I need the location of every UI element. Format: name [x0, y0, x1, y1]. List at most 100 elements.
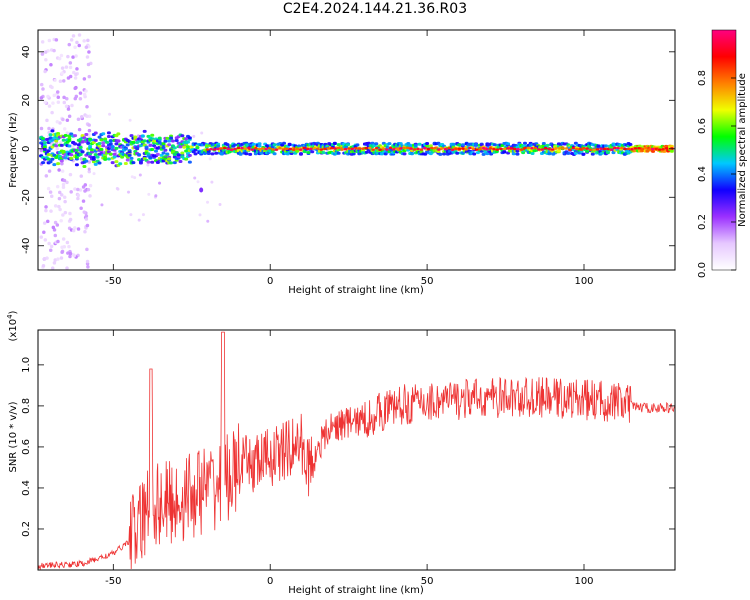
heatmap-cell [101, 132, 106, 136]
heatmap-cell [39, 235, 44, 239]
heatmap-cell [274, 148, 279, 151]
heatmap-cell [502, 150, 507, 154]
heatmap-cell [52, 163, 57, 167]
heatmap-cell [442, 152, 447, 156]
heatmap-cell [64, 65, 69, 69]
heatmap-cell [184, 137, 189, 141]
heatmap-cell [654, 147, 658, 150]
heatmap-cell [499, 147, 503, 150]
snr-x-axis-label: Height of straight line (km) [288, 585, 424, 596]
heatmap-cell [402, 152, 407, 156]
heatmap-cell [571, 146, 576, 150]
heatmap-cell [243, 147, 248, 150]
heatmap-cell [184, 157, 189, 161]
heatmap-cell [257, 142, 262, 146]
y-tick-label: 20 [21, 94, 32, 107]
heatmap-cell [581, 152, 586, 156]
x-tick-label: 0 [267, 576, 273, 587]
heatmap-cell [187, 160, 192, 164]
heatmap-cell [66, 251, 70, 255]
heatmap-cell [97, 161, 102, 165]
heatmap-cell [61, 117, 65, 122]
heatmap-cell [425, 144, 430, 148]
heatmap-cell [413, 143, 418, 147]
heatmap-cell [158, 181, 162, 185]
heatmap-cell [65, 266, 69, 270]
heatmap-cell [182, 145, 187, 149]
heatmap-cell [447, 146, 451, 150]
heatmap-cell [485, 147, 489, 151]
heatmap-cell [210, 180, 214, 184]
heatmap-cell [76, 227, 81, 231]
heatmap-cell [405, 146, 410, 150]
heatmap-cell [502, 147, 507, 151]
heatmap-cell [78, 145, 83, 149]
heatmap-cell [86, 187, 91, 192]
heatmap-cell [73, 76, 78, 80]
heatmap-cell [297, 144, 302, 148]
heatmap-cell [378, 148, 382, 151]
heatmap-cell [575, 147, 579, 151]
heatmap-cell [412, 148, 417, 151]
heatmap-cell [67, 139, 72, 143]
heatmap-cell [302, 146, 306, 150]
heatmap-cell [461, 147, 465, 150]
heatmap-cell [225, 143, 230, 147]
heatmap-cell [651, 149, 656, 153]
heatmap-cell [88, 194, 92, 198]
heatmap-cell [95, 155, 100, 159]
heatmap-cell [88, 183, 93, 188]
heatmap-cell [192, 134, 196, 138]
heatmap-cell [61, 237, 66, 241]
heatmap-cell [68, 74, 73, 79]
heatmap-cell [343, 148, 348, 151]
heatmap-cell [39, 82, 44, 87]
heatmap-cell [606, 147, 610, 151]
heatmap-cell [561, 147, 565, 150]
heatmap-cell [87, 167, 91, 171]
heatmap-cell [416, 147, 420, 151]
heatmap-cell [43, 100, 47, 105]
heatmap-cell [153, 149, 158, 153]
heatmap-cell [602, 147, 607, 151]
heatmap-cell [443, 147, 448, 151]
heatmap-cell [630, 148, 634, 151]
heatmap-cell [187, 153, 192, 157]
heatmap-cell [73, 45, 77, 49]
x-tick-label: 100 [574, 576, 593, 587]
heatmap-cell [71, 34, 76, 38]
heatmap-cell [71, 55, 75, 59]
heatmap-cell [70, 103, 74, 108]
heatmap-cell [55, 184, 60, 189]
heatmap-cell [146, 160, 151, 164]
heatmap-cell [116, 139, 121, 143]
heatmap-cell [42, 145, 47, 149]
heatmap-cell [61, 213, 65, 217]
heatmap-cell [73, 187, 77, 191]
y-tick-label: 40 [21, 45, 32, 58]
heatmap-cell [87, 128, 92, 133]
heatmap-cell [193, 148, 198, 152]
heatmap-cell [545, 143, 550, 147]
heatmap-cell [71, 228, 76, 233]
heatmap-cell [125, 158, 130, 162]
heatmap-cell [148, 143, 153, 147]
heatmap-cell [289, 152, 294, 156]
heatmap-cell [298, 152, 303, 156]
heatmap-cell [488, 147, 493, 150]
heatmap-cell [52, 261, 57, 265]
heatmap-cell [180, 151, 185, 155]
heatmap-cell [619, 146, 624, 150]
heatmap-cell [204, 144, 209, 148]
heatmap-cell [298, 148, 303, 151]
heatmap-cell [295, 147, 299, 151]
heatmap-cell [163, 139, 168, 143]
heatmap-cell [398, 142, 403, 146]
y-tick-label: 0.2 [21, 521, 32, 537]
heatmap-cell [78, 91, 83, 95]
heatmap-cell [147, 192, 151, 196]
heatmap-cell [43, 238, 48, 242]
heatmap-cell [58, 140, 63, 145]
snr-frame [37, 329, 676, 571]
heatmap-cell [547, 152, 552, 156]
